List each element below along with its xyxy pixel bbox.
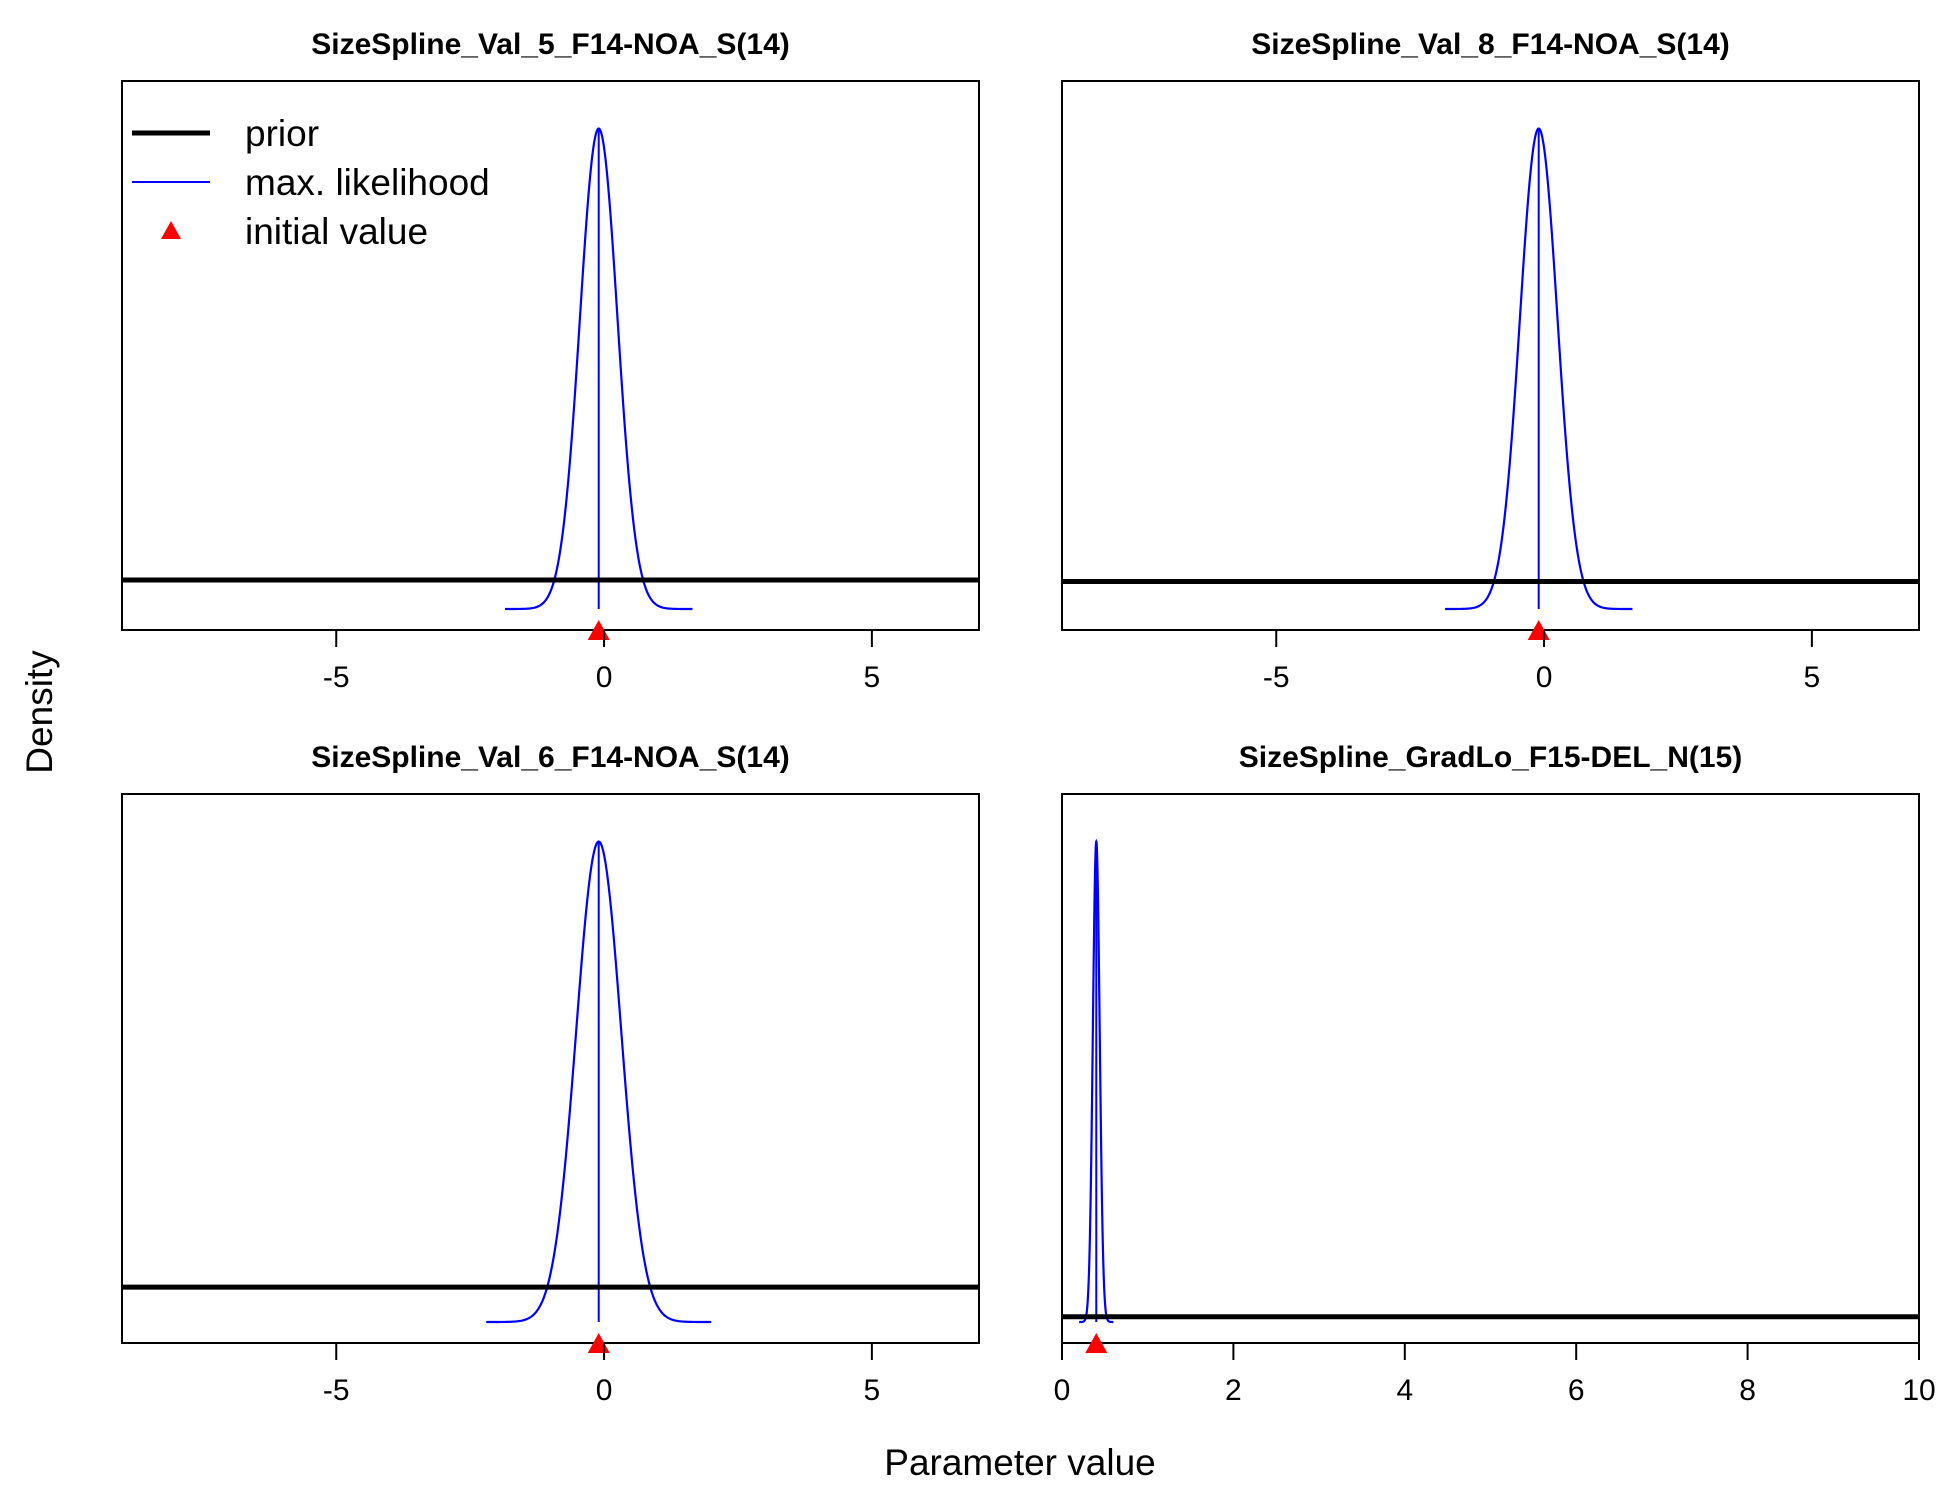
panel-1: SizeSpline_Val_5_F14-NOA_S(14) -5 0 5 (121, 28, 980, 694)
panel-4: SizeSpline_GradLo_F15-DEL_N(15) 0 2 4 6 8 10 (1054, 741, 1936, 1407)
y-axis-title: Density (19, 650, 60, 774)
x-tick-label: 0 (1536, 661, 1553, 694)
x-axis-title: Parameter value (884, 1442, 1155, 1483)
x-tick-label: 8 (1739, 1374, 1756, 1407)
plot-area (1062, 838, 1919, 1324)
panel-frame (1061, 793, 1920, 1344)
panel-frame (1061, 80, 1920, 631)
initial-value-marker (1085, 1333, 1108, 1353)
legend: prior max. likelihood initial value (132, 113, 490, 252)
x-tick-label: 5 (1804, 661, 1821, 694)
legend-swatch-2 (161, 221, 181, 239)
panel-title: SizeSpline_Val_8_F14-NOA_S(14) (1251, 28, 1730, 61)
panel-title: SizeSpline_Val_5_F14-NOA_S(14) (311, 28, 790, 61)
x-tick-label: -5 (323, 1374, 350, 1407)
panel-title: SizeSpline_Val_6_F14-NOA_S(14) (311, 741, 790, 774)
plot-area (1062, 127, 1919, 611)
x-tick-label: -5 (323, 661, 350, 694)
legend-label-0: prior (245, 113, 319, 154)
plot-area (122, 840, 979, 1324)
x-tick-label: 0 (1054, 1374, 1071, 1407)
plot-area (122, 127, 979, 611)
legend-label-1: max. likelihood (245, 162, 490, 203)
x-tick-label: 2 (1225, 1374, 1242, 1407)
x-tick-label: 0 (596, 661, 613, 694)
x-tick-label: 10 (1902, 1374, 1935, 1407)
x-tick-label: -5 (1263, 661, 1290, 694)
x-tick-label: 5 (864, 1374, 881, 1407)
x-tick-label: 0 (596, 1374, 613, 1407)
panel-frame (121, 793, 980, 1344)
legend-label-2: initial value (245, 211, 428, 252)
x-tick-label: 5 (864, 661, 881, 694)
panel-frame (121, 80, 980, 631)
x-tick-label: 6 (1568, 1374, 1585, 1407)
x-tick-label: 4 (1396, 1374, 1413, 1407)
panel-2: SizeSpline_Val_8_F14-NOA_S(14) -5 0 5 (1061, 28, 1920, 694)
panels-group: SizeSpline_Val_5_F14-NOA_S(14)-5 0 5SizeSp… (121, 28, 1936, 1407)
panel-3: SizeSpline_Val_6_F14-NOA_S(14) -5 0 5 (121, 741, 980, 1407)
panel-title: SizeSpline_GradLo_F15-DEL_N(15) (1239, 741, 1742, 774)
